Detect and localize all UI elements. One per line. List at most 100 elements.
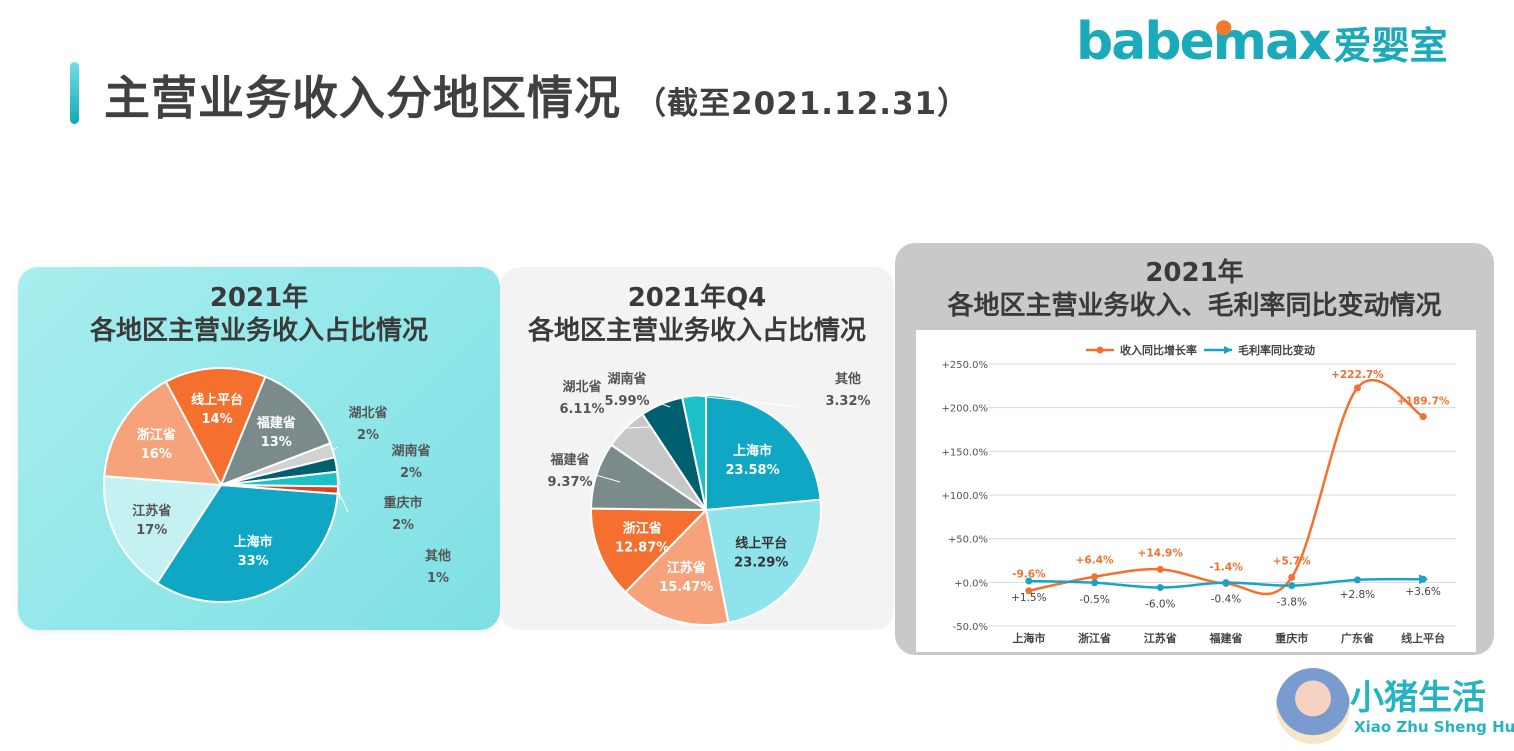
slice-label-1: 线上平台 (735, 535, 787, 551)
y-tick-label: +100.0% (941, 491, 988, 502)
slice-label-3: 线上平台 (191, 392, 243, 408)
series1-label-0: +1.5% (1011, 592, 1046, 604)
leader-line-7 (337, 479, 341, 501)
panel2-title-line2: 各地区主营业务收入占比情况 (527, 316, 866, 346)
slice-label-2: 浙江省 (137, 427, 176, 443)
x-tick-label-0: 上海市 (1012, 631, 1045, 645)
y-tick-label: +50.0% (948, 535, 988, 546)
slice-value-4: 13% (261, 435, 292, 450)
series1-arrow (1419, 574, 1429, 585)
series0-label-4: +5.7% (1273, 555, 1311, 567)
line-chart-box: +250.0% +200.0% +150.0% +100.0% +50.0% +0.0% -… (916, 330, 1476, 652)
slice-label-0: 上海市 (234, 534, 273, 550)
series0-point-2 (1156, 565, 1164, 573)
legend-label-1: 毛利率同比变动 (1238, 343, 1315, 357)
slice-value-8: 1% (427, 571, 449, 586)
slice-value-7: 2% (392, 518, 414, 533)
slice-value-4: 9.37% (547, 475, 592, 490)
y-tick-label: -50.0% (953, 622, 988, 633)
slice-value-2: 16% (141, 447, 172, 462)
pie-slice-3 (590, 507, 709, 594)
pie-slice-3 (164, 367, 267, 488)
slice-label-7: 其他 (835, 371, 861, 387)
y-tick-label: +0.0% (954, 578, 988, 589)
x-tick-label-3: 福建省 (1209, 631, 1243, 645)
series0-point-5 (1353, 384, 1361, 392)
y-tick-label: +250.0% (941, 360, 988, 371)
logo-cn: 爱婴室 (1333, 24, 1448, 68)
x-tick-label-1: 浙江省 (1078, 631, 1111, 645)
legend-marker-0 (1096, 346, 1104, 354)
slice-label-6: 湖南省 (607, 371, 646, 387)
slice-value-0: 23.58% (725, 463, 779, 478)
slice-label-0: 上海市 (733, 443, 772, 459)
line-chart: +250.0% +200.0% +150.0% +100.0% +50.0% +0.0% -… (941, 343, 1456, 645)
slice-value-6: 5.99% (604, 394, 649, 409)
panel2-title: 2021年Q4 各地区主营业务收入占比情况 (500, 282, 894, 348)
title-accent-bar (70, 62, 79, 124)
slice-value-0: 33% (238, 554, 269, 569)
pie-slice-7 (680, 393, 707, 511)
series1-label-4: -3.8% (1276, 597, 1306, 609)
slice-label-8: 其他 (425, 548, 451, 564)
panel1-title-line2: 各地区主营业务收入占比情况 (89, 316, 428, 346)
pie-slice-2 (624, 507, 730, 626)
slice-label-2: 江苏省 (667, 560, 706, 576)
series0-label-5: +222.7% (1331, 369, 1384, 381)
page-title: 主营业务收入分地区情况 （截至2021.12.31） (104, 62, 969, 128)
leader-line-6 (661, 403, 671, 408)
panel3-title: 2021年 各地区主营业务收入、毛利率同比变动情况 (895, 257, 1494, 323)
pie-slice-1 (103, 475, 223, 585)
panel3-title-line1: 2021年 (1145, 258, 1244, 288)
series1-point-1 (1091, 579, 1099, 587)
leader-line-7 (693, 395, 801, 408)
slice-value-3: 12.87% (615, 540, 669, 555)
series1-label-6: +3.6% (1405, 586, 1440, 598)
series0-point-1 (1091, 573, 1099, 581)
series1-point-3 (1222, 579, 1230, 587)
page-subtitle: （截至2021.12.31） (635, 86, 970, 122)
brand2-cn: 小猪生活 (1350, 678, 1486, 718)
series0-label-3: -1.4% (1209, 562, 1243, 574)
leader-line-5 (332, 446, 339, 451)
leader-line-8 (337, 489, 349, 513)
slice-label-1: 江苏省 (132, 503, 171, 519)
slice-label-4: 福建省 (549, 452, 589, 468)
slice-label-4: 福建省 (256, 415, 296, 431)
pig-mascot-icon (1276, 668, 1350, 744)
pie-slice-2 (103, 380, 223, 487)
panel1-title: 2021年 各地区主营业务收入占比情况 (18, 282, 500, 348)
series1-point-0 (1025, 577, 1033, 585)
series0-label-0: -9.6% (1012, 569, 1046, 581)
x-tick-label-5: 广东省 (1341, 631, 1374, 645)
slice-value-7: 3.32% (825, 394, 870, 409)
slice-value-5: 6.11% (559, 402, 604, 417)
series1-point-2 (1156, 584, 1164, 592)
xiaozhu-brand: 小猪生活 Xiao Zhu Sheng Huo (1272, 666, 1514, 751)
legend-marker-1 (1224, 346, 1232, 354)
panel-2021-pie: 2021年 各地区主营业务收入占比情况 上海市 33% 江苏省 17% 浙江省 16% 线上… (18, 267, 500, 630)
x-tick-label-6: 线上平台 (1401, 631, 1445, 645)
pie-chart-2021: 上海市 33% 江苏省 17% 浙江省 16% 线上平台 14% 福建省 13% 湖北省 2% 湖南省 2… (103, 367, 451, 603)
series0-label-6: +189.7% (1397, 396, 1450, 408)
slice-value-1: 23.29% (734, 555, 788, 570)
leader-line-5 (625, 426, 651, 429)
x-tick-label-2: 江苏省 (1144, 631, 1177, 645)
slice-label-5: 湖北省 (562, 379, 601, 395)
panel-2021q4-pie: 2021年Q4 各地区主营业务收入占比情况 上海市 23.58% 线上平台 23.29… (500, 267, 894, 630)
series0-point-6 (1419, 413, 1427, 421)
slice-value-2: 15.47% (659, 580, 713, 595)
legend: 收入同比增长率 毛利率同比变动 (1086, 343, 1315, 357)
series0-label-2: +14.9% (1138, 547, 1184, 559)
y-tick-label: +150.0% (941, 447, 988, 458)
slice-label-7: 重庆市 (383, 495, 422, 511)
slice-label-5: 湖北省 (348, 405, 387, 421)
pie-chart-2021q4: 上海市 23.58% 线上平台 23.29% 江苏省 15.47% 浙江省 12.87% 福建省… (547, 371, 871, 626)
slice-value-6: 2% (400, 466, 422, 481)
logo-en: babemax (1076, 12, 1332, 72)
slice-label-6: 湖南省 (391, 443, 430, 459)
y-tick-label: +200.0% (941, 404, 988, 415)
paw-icon: ● (1215, 14, 1233, 38)
brand2-en: Xiao Zhu Sheng Huo (1354, 718, 1514, 736)
series1-label-3: -0.4% (1211, 594, 1241, 606)
